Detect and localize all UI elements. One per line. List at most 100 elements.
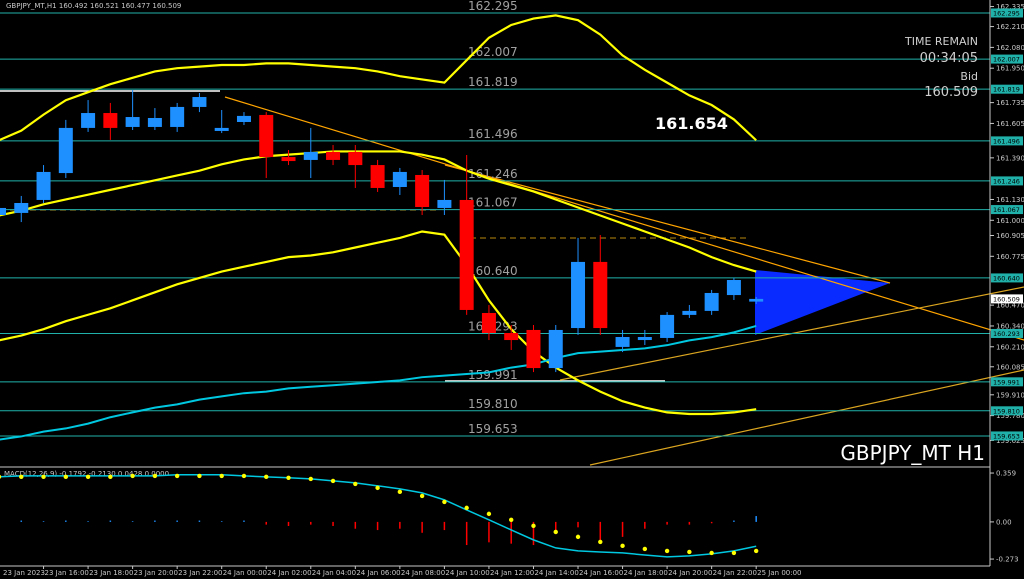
signal-dot	[575, 534, 581, 540]
level-label: 161.819	[468, 75, 518, 89]
histogram-bar	[399, 521, 401, 529]
candle-body	[548, 329, 563, 369]
level-label: 159.653	[468, 422, 518, 436]
signal-dot	[41, 474, 46, 480]
histogram-bar	[755, 516, 757, 522]
histogram-bar	[376, 521, 379, 531]
histogram-bar	[310, 521, 312, 525]
y-tick-label: 160.775	[996, 253, 1024, 261]
x-tick-label: 24 Jan 06:00	[356, 569, 400, 577]
candle-body	[481, 312, 496, 333]
signal-dot	[19, 474, 24, 480]
x-tick-label: 23 Jan 16:00	[45, 569, 89, 577]
candle-body	[58, 127, 73, 174]
signal-dot	[264, 474, 269, 480]
overlay-line	[0, 14, 757, 142]
y-tick-label: 0.00	[996, 518, 1012, 526]
level-label: 159.810	[468, 397, 518, 411]
level-box-label: 159.991	[993, 378, 1020, 386]
signal-dot	[397, 489, 403, 495]
histogram-bar	[198, 520, 201, 522]
level-box-label: 161.246	[993, 177, 1020, 185]
candle-body	[0, 207, 6, 216]
candle-body	[125, 117, 140, 127]
candle-body	[593, 261, 608, 329]
signal-dot	[174, 473, 180, 479]
y-tick-label: 162.335	[996, 3, 1024, 11]
candle-body	[704, 292, 719, 311]
x-tick-label: 24 Jan 08:00	[401, 569, 445, 577]
signal-dot	[509, 517, 514, 523]
x-tick-label: 24 Jan 20:00	[668, 569, 712, 577]
symbol-header: GBPJPY_MT,H1 160.492 160.521 160.477 160…	[6, 2, 181, 10]
histogram-bar	[599, 521, 602, 543]
signal-dot	[731, 550, 737, 556]
histogram-bar	[710, 521, 713, 524]
candle-body	[236, 115, 251, 122]
level-box-label: 162.007	[993, 56, 1020, 64]
level-box-label: 159.653	[993, 432, 1020, 440]
overlay-line	[0, 324, 757, 441]
y-tick-label: 160.340	[996, 322, 1024, 330]
signal-dot	[419, 493, 425, 499]
bid-box	[991, 294, 1023, 304]
y-tick-label: 161.390	[996, 154, 1024, 162]
candle-body	[14, 203, 29, 213]
signal-dot	[375, 485, 380, 491]
high: 160.521	[90, 2, 119, 10]
candle-body	[36, 171, 51, 200]
signal-dot	[152, 473, 158, 479]
candle-body	[281, 157, 296, 162]
level-label: 161.067	[468, 196, 518, 210]
level-box-label: 161.819	[993, 86, 1020, 94]
candle-body	[192, 97, 207, 107]
histogram-bar	[287, 521, 290, 526]
signal-dot	[442, 499, 447, 505]
level-box	[991, 406, 1023, 416]
y-tick-label: 160.470	[996, 302, 1024, 310]
x-tick-label: 23 Jan 22:00	[178, 569, 222, 577]
signal-dot	[219, 473, 224, 479]
candle-body	[571, 261, 586, 329]
signal-dot	[308, 476, 313, 482]
histogram-bar	[577, 521, 579, 528]
level-box-label: 160.640	[993, 274, 1020, 282]
x-tick-label: 24 Jan 14:00	[534, 569, 578, 577]
level-box	[991, 8, 1023, 18]
low: 160.477	[121, 2, 150, 10]
candle-body	[637, 337, 652, 341]
time-remain-label: TIME REMAIN	[904, 35, 978, 48]
candle-body	[370, 165, 385, 188]
histogram-bar	[555, 521, 557, 535]
x-tick-label: 24 Jan 16:00	[579, 569, 623, 577]
y-tick-label: 161.130	[996, 196, 1024, 204]
signal-dot	[286, 475, 291, 480]
signal-dot	[130, 473, 135, 479]
signal-dot	[241, 473, 247, 479]
symbol: GBPJPY_MT,H1	[6, 2, 57, 10]
signal-dot	[598, 539, 603, 545]
signal-dot	[108, 474, 113, 480]
histogram-bar	[532, 521, 535, 546]
candle-body	[348, 151, 363, 166]
level-label: 162.295	[468, 0, 518, 13]
level-box	[991, 273, 1023, 283]
histogram-bar	[443, 521, 446, 531]
level-box-label: 161.067	[993, 206, 1020, 214]
level-box	[991, 54, 1023, 64]
candle-body	[147, 117, 162, 127]
candle-body	[214, 127, 229, 131]
level-label: 162.007	[468, 45, 518, 59]
x-tick-label: 24 Jan 18:00	[624, 569, 668, 577]
x-tick-label: 23 Jan 2023	[3, 569, 45, 577]
price-note: 161.654	[655, 114, 728, 133]
y-tick-label: 161.950	[996, 65, 1024, 73]
x-tick-label: 23 Jan 18:00	[89, 569, 133, 577]
signal-dot	[553, 529, 558, 535]
histogram-bar	[131, 521, 134, 522]
y-tick-label: 162.210	[996, 23, 1024, 31]
signal-dot	[0, 474, 2, 479]
histogram-bar	[488, 521, 490, 543]
histogram-bar	[154, 520, 156, 522]
